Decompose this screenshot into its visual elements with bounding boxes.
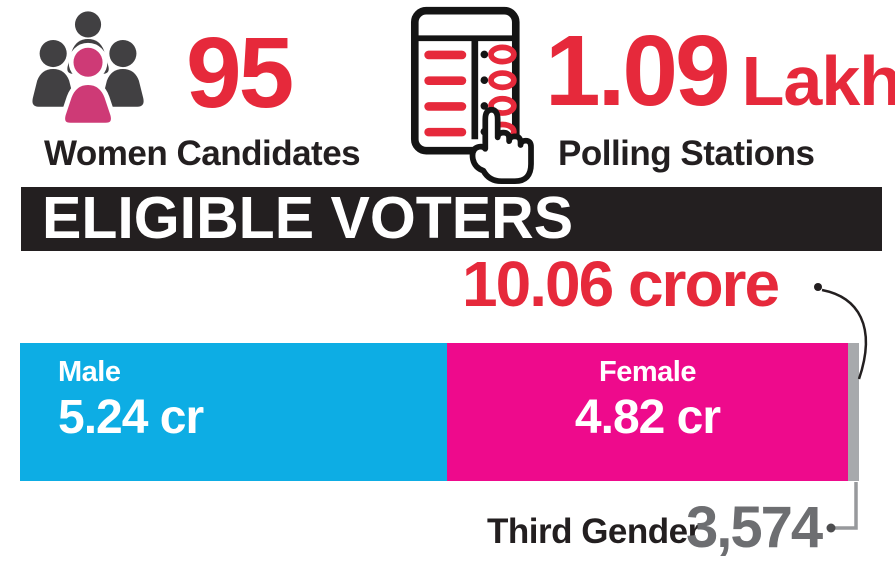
bar-segment-female: Female 4.82 cr [447, 343, 848, 481]
polling-stations-count-row: 1.09 Lakh [545, 15, 895, 127]
total-voters-value: 10.06 crore [462, 248, 780, 320]
bar-segment-third-gender [848, 343, 859, 481]
voters-stacked-bar: Male 5.24 cr Female 4.82 cr [20, 343, 859, 481]
third-gender-value: 3,574 [686, 495, 823, 560]
third-gender-connector-dot [826, 523, 836, 533]
polling-stations-unit: Lakh [741, 42, 895, 120]
female-value: 4.82 cr [574, 391, 721, 445]
women-candidates-label: Women Candidates [44, 134, 361, 173]
voting-machine-icon [408, 4, 534, 190]
third-gender-connector [833, 482, 858, 530]
female-label: Female [599, 356, 696, 388]
polling-stations-label: Polling Stations [558, 134, 815, 173]
total-pointer-dot [814, 283, 822, 291]
section-title-banner: ELIGIBLE VOTERS [21, 187, 882, 251]
bar-segment-male: Male 5.24 cr [20, 343, 447, 481]
polling-stations-count: 1.09 [545, 15, 731, 127]
male-value: 5.24 cr [58, 391, 204, 445]
pressing-hand-icon [469, 106, 534, 185]
third-gender-label: Third Gender [487, 512, 701, 551]
women-group-icon [26, 8, 152, 135]
male-label: Male [58, 356, 121, 388]
women-candidates-count: 95 [186, 17, 294, 129]
